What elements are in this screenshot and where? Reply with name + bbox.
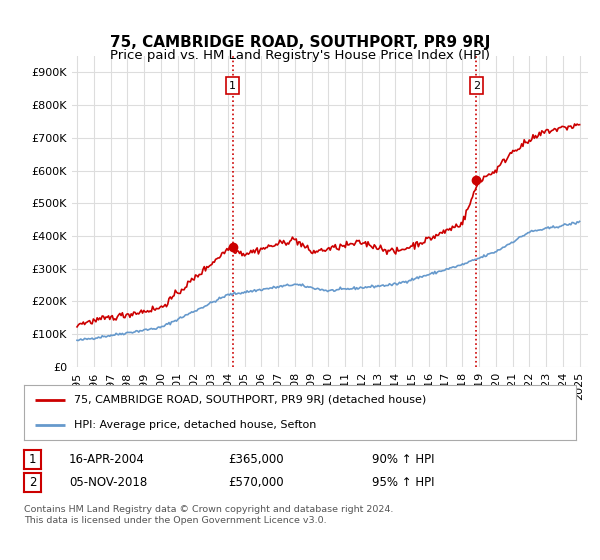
Text: £570,000: £570,000: [228, 475, 284, 489]
Text: 2: 2: [473, 81, 480, 91]
Text: 16-APR-2004: 16-APR-2004: [69, 452, 145, 466]
Text: Contains HM Land Registry data © Crown copyright and database right 2024.: Contains HM Land Registry data © Crown c…: [24, 505, 394, 514]
Text: 95% ↑ HPI: 95% ↑ HPI: [372, 475, 434, 489]
Text: 2: 2: [29, 476, 36, 489]
Text: 1: 1: [229, 81, 236, 91]
Text: HPI: Average price, detached house, Sefton: HPI: Average price, detached house, Seft…: [74, 420, 316, 430]
Text: 75, CAMBRIDGE ROAD, SOUTHPORT, PR9 9RJ: 75, CAMBRIDGE ROAD, SOUTHPORT, PR9 9RJ: [110, 35, 490, 50]
Text: 75, CAMBRIDGE ROAD, SOUTHPORT, PR9 9RJ (detached house): 75, CAMBRIDGE ROAD, SOUTHPORT, PR9 9RJ (…: [74, 395, 426, 404]
Text: £365,000: £365,000: [228, 452, 284, 466]
Text: Price paid vs. HM Land Registry's House Price Index (HPI): Price paid vs. HM Land Registry's House …: [110, 49, 490, 62]
Text: 05-NOV-2018: 05-NOV-2018: [69, 475, 147, 489]
Text: This data is licensed under the Open Government Licence v3.0.: This data is licensed under the Open Gov…: [24, 516, 326, 525]
Text: 90% ↑ HPI: 90% ↑ HPI: [372, 452, 434, 466]
Text: 1: 1: [29, 453, 36, 466]
